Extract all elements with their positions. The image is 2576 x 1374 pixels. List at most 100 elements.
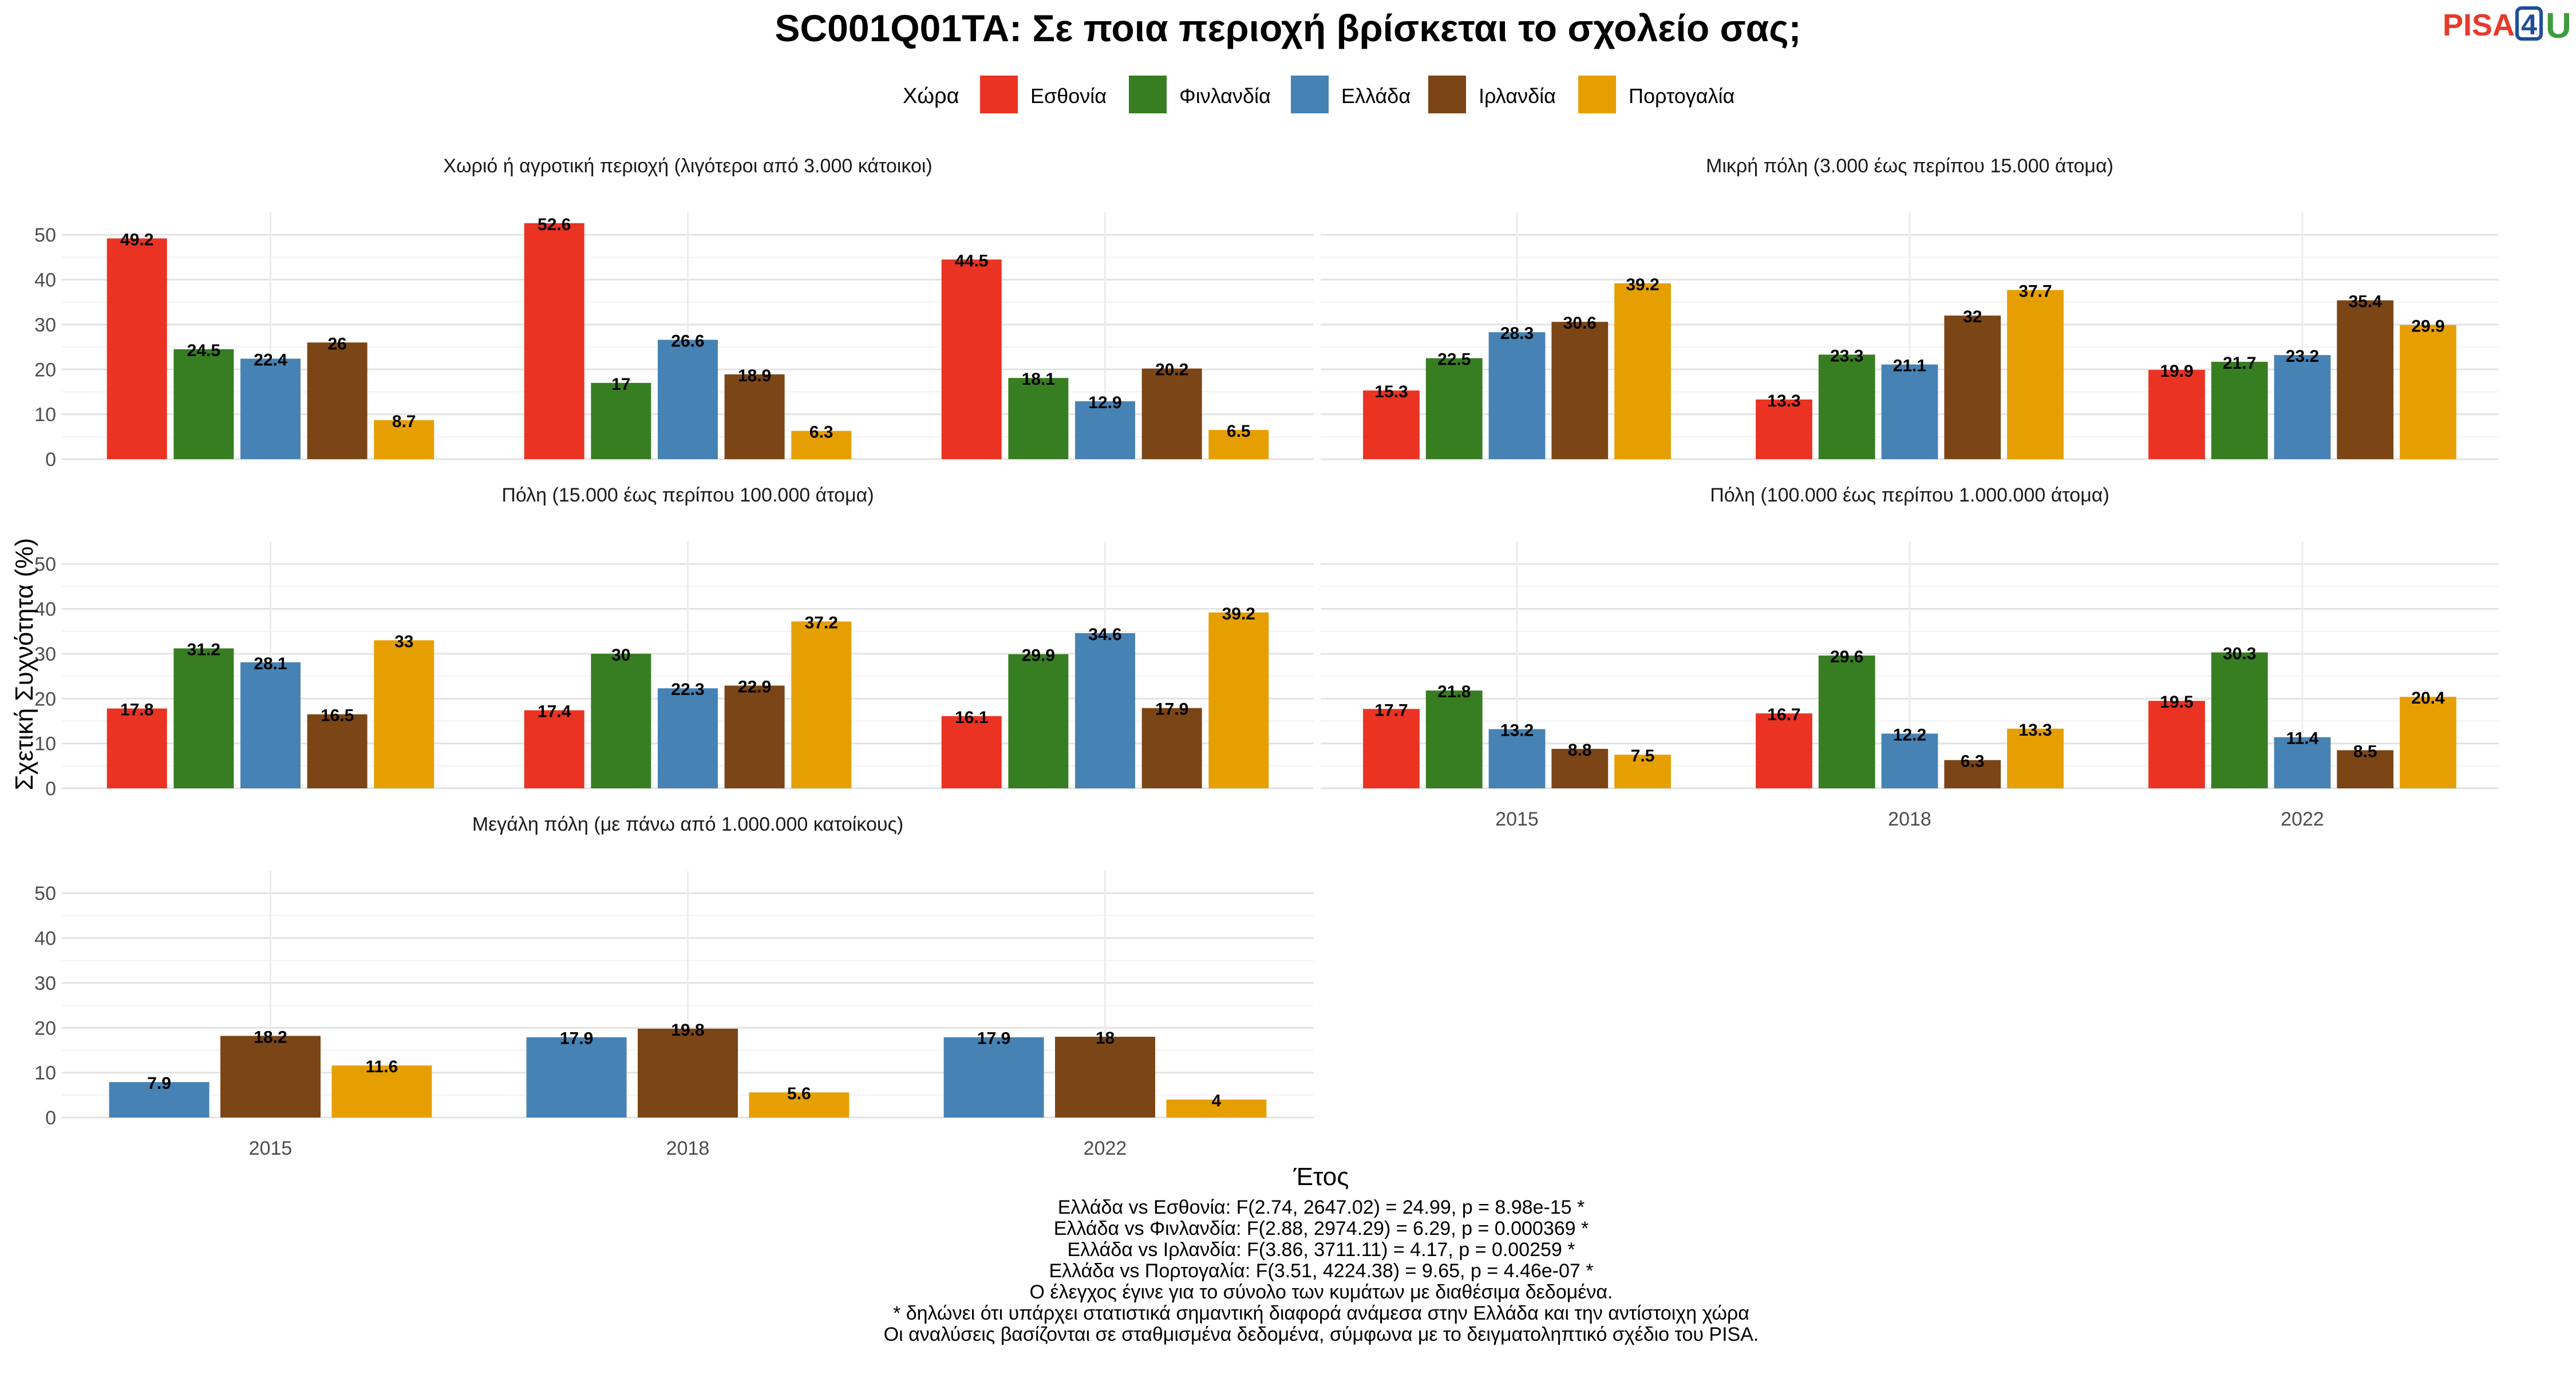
bar bbox=[2211, 652, 2268, 788]
bar-value-label: 8.5 bbox=[2353, 742, 2377, 761]
bar-value-label: 20.4 bbox=[2411, 689, 2445, 708]
bar-value-label: 22.9 bbox=[738, 678, 771, 697]
legend-label: Εσθονία bbox=[1030, 84, 1107, 108]
legend-swatch bbox=[980, 76, 1018, 113]
x-tick-label: 2018 bbox=[1888, 808, 1931, 830]
legend-label: Πορτογαλία bbox=[1629, 84, 1735, 108]
bar bbox=[2211, 361, 2268, 459]
bar-value-label: 18.1 bbox=[1022, 370, 1055, 389]
y-tick-label: 20 bbox=[34, 688, 56, 710]
panel-title: Μικρή πόλη (3.000 έως περίπου 15.000 άτο… bbox=[1706, 155, 2113, 177]
x-tick-label: 2022 bbox=[2281, 808, 2324, 830]
bar-value-label: 11.6 bbox=[366, 1057, 398, 1076]
bar bbox=[240, 662, 301, 788]
bar-value-label: 13.2 bbox=[1500, 721, 1534, 740]
facet-panels: Χωριό ή αγροτική περιοχή (λιγότεροι από … bbox=[34, 155, 2499, 1159]
bar-value-label: 30 bbox=[611, 646, 630, 665]
bar bbox=[1008, 378, 1069, 459]
bar-value-label: 8.8 bbox=[1568, 741, 1592, 760]
bar bbox=[1551, 749, 1609, 788]
bar bbox=[1944, 760, 2001, 788]
legend-swatch bbox=[1291, 76, 1329, 113]
bar bbox=[1425, 358, 1483, 459]
bar-value-label: 16.7 bbox=[1767, 705, 1800, 724]
bar bbox=[941, 259, 1002, 459]
y-tick-label: 0 bbox=[45, 1107, 56, 1129]
bar bbox=[791, 431, 852, 459]
bar bbox=[1551, 322, 1609, 459]
bar-value-label: 23.2 bbox=[2286, 347, 2319, 366]
caption-line: Ελλάδα vs Πορτογαλία: F(3.51, 4224.38) =… bbox=[1049, 1260, 1594, 1282]
bar bbox=[791, 621, 852, 788]
bar bbox=[941, 716, 1002, 788]
bar bbox=[374, 420, 434, 459]
bar-value-label: 16.5 bbox=[321, 706, 354, 725]
y-tick-label: 50 bbox=[34, 224, 56, 246]
bar-value-label: 34.6 bbox=[1088, 625, 1121, 644]
bar bbox=[220, 1036, 321, 1118]
legend-swatch bbox=[1428, 76, 1466, 113]
bar-value-label: 6.3 bbox=[1961, 752, 1985, 771]
bar-value-label: 12.9 bbox=[1088, 393, 1121, 412]
bar bbox=[2337, 300, 2394, 459]
bar bbox=[524, 710, 584, 788]
y-tick-label: 40 bbox=[34, 599, 56, 621]
bar bbox=[1008, 654, 1069, 788]
bar-value-label: 23.3 bbox=[1830, 346, 1863, 365]
bar-value-label: 22.3 bbox=[671, 680, 704, 699]
bar-value-label: 49.2 bbox=[120, 230, 153, 249]
x-tick-label: 2015 bbox=[1495, 808, 1539, 830]
bar bbox=[1488, 332, 1546, 459]
caption-block: Ελλάδα vs Εσθονία: F(2.74, 2647.02) = 24… bbox=[884, 1197, 1759, 1345]
bar bbox=[2400, 325, 2456, 459]
bar bbox=[1141, 708, 1202, 788]
bar-value-label: 18.9 bbox=[738, 366, 771, 385]
bar bbox=[526, 1037, 627, 1118]
bar bbox=[524, 223, 584, 459]
bar-value-label: 17.8 bbox=[120, 701, 153, 720]
bar-value-label: 8.7 bbox=[392, 412, 416, 431]
bar-value-label: 17.9 bbox=[560, 1029, 593, 1048]
y-tick-label: 40 bbox=[34, 270, 56, 291]
bar-value-label: 7.5 bbox=[1631, 747, 1655, 765]
bar-value-label: 22.5 bbox=[1437, 350, 1471, 369]
bar-value-label: 20.2 bbox=[1155, 361, 1188, 380]
y-tick-label: 20 bbox=[34, 1017, 56, 1039]
bar-value-label: 19.5 bbox=[2160, 693, 2193, 712]
bar-value-label: 7.9 bbox=[147, 1074, 171, 1093]
bar-value-label: 17.4 bbox=[538, 702, 571, 721]
bar bbox=[1363, 390, 1420, 459]
legend-label: Ελλάδα bbox=[1341, 84, 1411, 108]
bar bbox=[2148, 701, 2205, 788]
bar-value-label: 28.3 bbox=[1500, 324, 1534, 343]
bar-value-label: 37.7 bbox=[2018, 282, 2052, 301]
bar bbox=[1818, 656, 1875, 788]
bar bbox=[1425, 690, 1483, 788]
y-tick-label: 50 bbox=[34, 554, 56, 575]
y-tick-label: 20 bbox=[34, 359, 56, 381]
bar-value-label: 21.8 bbox=[1437, 682, 1471, 701]
logo-four-box bbox=[2515, 6, 2543, 41]
bar-value-label: 33 bbox=[394, 632, 413, 651]
bar bbox=[1055, 1036, 1155, 1118]
bar-value-label: 17.9 bbox=[1155, 700, 1188, 719]
x-tick-label: 2015 bbox=[249, 1138, 293, 1159]
bar-value-label: 24.5 bbox=[187, 341, 220, 360]
bar bbox=[1614, 283, 1671, 459]
bar bbox=[2007, 728, 2064, 788]
bar bbox=[658, 339, 718, 459]
bar-value-label: 35.4 bbox=[2349, 293, 2383, 311]
y-tick-label: 30 bbox=[34, 973, 56, 994]
bar-value-label: 21.7 bbox=[2223, 354, 2256, 373]
y-tick-label: 30 bbox=[34, 314, 56, 336]
bar-value-label: 17.9 bbox=[977, 1029, 1010, 1048]
y-tick-label: 10 bbox=[34, 404, 56, 426]
caption-line: Οι αναλύσεις βασίζονται σε σταθμισμένα δ… bbox=[884, 1324, 1759, 1345]
bar bbox=[1208, 430, 1269, 459]
facet-panel: Μεγάλη πόλη (με πάνω από 1.000.000 κατοί… bbox=[34, 814, 1314, 1159]
bar-value-label: 13.3 bbox=[2018, 721, 2052, 740]
bar-value-label: 17.7 bbox=[1374, 701, 1408, 720]
bar bbox=[1818, 354, 1875, 459]
bar-value-label: 16.1 bbox=[955, 708, 988, 727]
bar bbox=[1075, 401, 1135, 459]
